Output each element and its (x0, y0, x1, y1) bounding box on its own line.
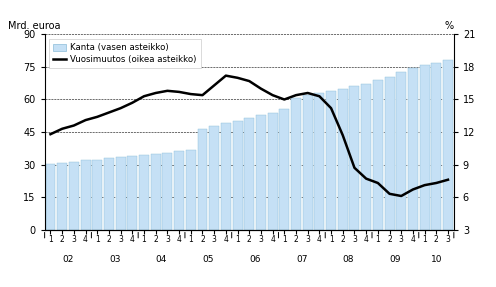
Text: 10: 10 (431, 255, 442, 263)
Bar (314, 93, 324, 230)
Bar (350, 86, 360, 230)
Bar (221, 123, 231, 230)
Bar (186, 150, 196, 230)
Bar (80, 160, 91, 230)
Bar (384, 77, 394, 230)
Bar (338, 89, 348, 230)
Text: 09: 09 (390, 255, 401, 263)
Bar (69, 162, 79, 230)
Text: 08: 08 (343, 255, 354, 263)
Bar (443, 61, 453, 230)
Legend: Kanta (vasen asteikko), Vuosimuutos (oikea asteikko): Kanta (vasen asteikko), Vuosimuutos (oik… (49, 39, 201, 68)
Bar (420, 65, 430, 230)
Bar (104, 158, 114, 230)
Bar (279, 109, 289, 230)
Text: 06: 06 (249, 255, 261, 263)
Bar (396, 72, 406, 230)
Bar (162, 153, 173, 230)
Bar (197, 129, 207, 230)
Bar (326, 91, 336, 230)
Bar (291, 98, 301, 230)
Bar (139, 155, 149, 230)
Text: Mrd. euroa: Mrd. euroa (8, 21, 61, 30)
Bar (432, 63, 441, 230)
Bar (116, 157, 125, 230)
Text: 07: 07 (296, 255, 308, 263)
Bar (244, 118, 254, 230)
Bar (151, 154, 161, 230)
Bar (46, 164, 56, 230)
Bar (233, 121, 243, 230)
Bar (303, 95, 312, 230)
Bar (373, 80, 383, 230)
Bar (174, 151, 184, 230)
Text: 04: 04 (156, 255, 167, 263)
Bar (256, 115, 266, 230)
Text: 05: 05 (202, 255, 214, 263)
Bar (57, 163, 67, 230)
Bar (92, 160, 102, 230)
Bar (127, 156, 137, 230)
Bar (408, 68, 418, 230)
Text: %: % (445, 21, 454, 30)
Bar (268, 113, 278, 230)
Text: 02: 02 (62, 255, 74, 263)
Bar (209, 125, 219, 230)
Text: 03: 03 (109, 255, 121, 263)
Bar (361, 84, 371, 230)
